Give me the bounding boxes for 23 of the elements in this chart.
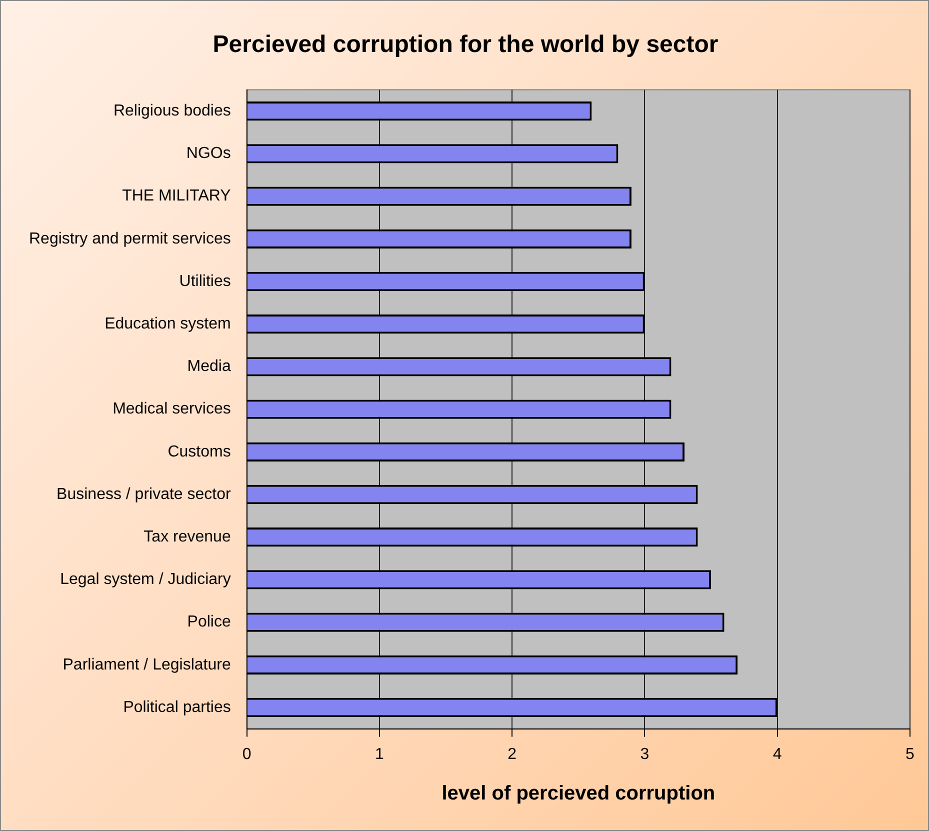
y-tick-label: Registry and permit services [29,230,231,248]
y-tick-label: Media [187,358,231,376]
x-axis-title: level of percieved corruption [442,782,716,805]
y-tick-label: Medical services [112,400,231,418]
x-tick-label: 3 [640,746,650,763]
y-tick-label: Tax revenue [144,528,231,546]
y-tick-label: Customs [168,443,231,460]
y-tick-label: Police [187,614,231,631]
x-tick-label: 2 [508,746,517,763]
y-tick-label: NGOs [186,145,231,162]
x-tick-label: 0 [242,746,252,763]
y-tick-label: Education system [104,316,231,333]
y-tick-label: THE MILITARY [122,188,232,205]
y-tick-label: Parliament / Legislature [62,656,231,674]
y-tick-label: Utilities [179,272,231,290]
x-tick-label: 4 [772,746,782,763]
chart-title: Percieved corruption for the world by sector [212,31,718,58]
y-tick-label: Legal system / Judiciary [60,571,231,588]
y-tick-label: Religious bodies [113,102,231,120]
x-tick-label: 5 [906,746,915,763]
y-tick-label: Business / private sector [56,486,232,503]
y-tick-label: Political parties [123,698,231,716]
x-tick-label: 1 [375,746,384,763]
